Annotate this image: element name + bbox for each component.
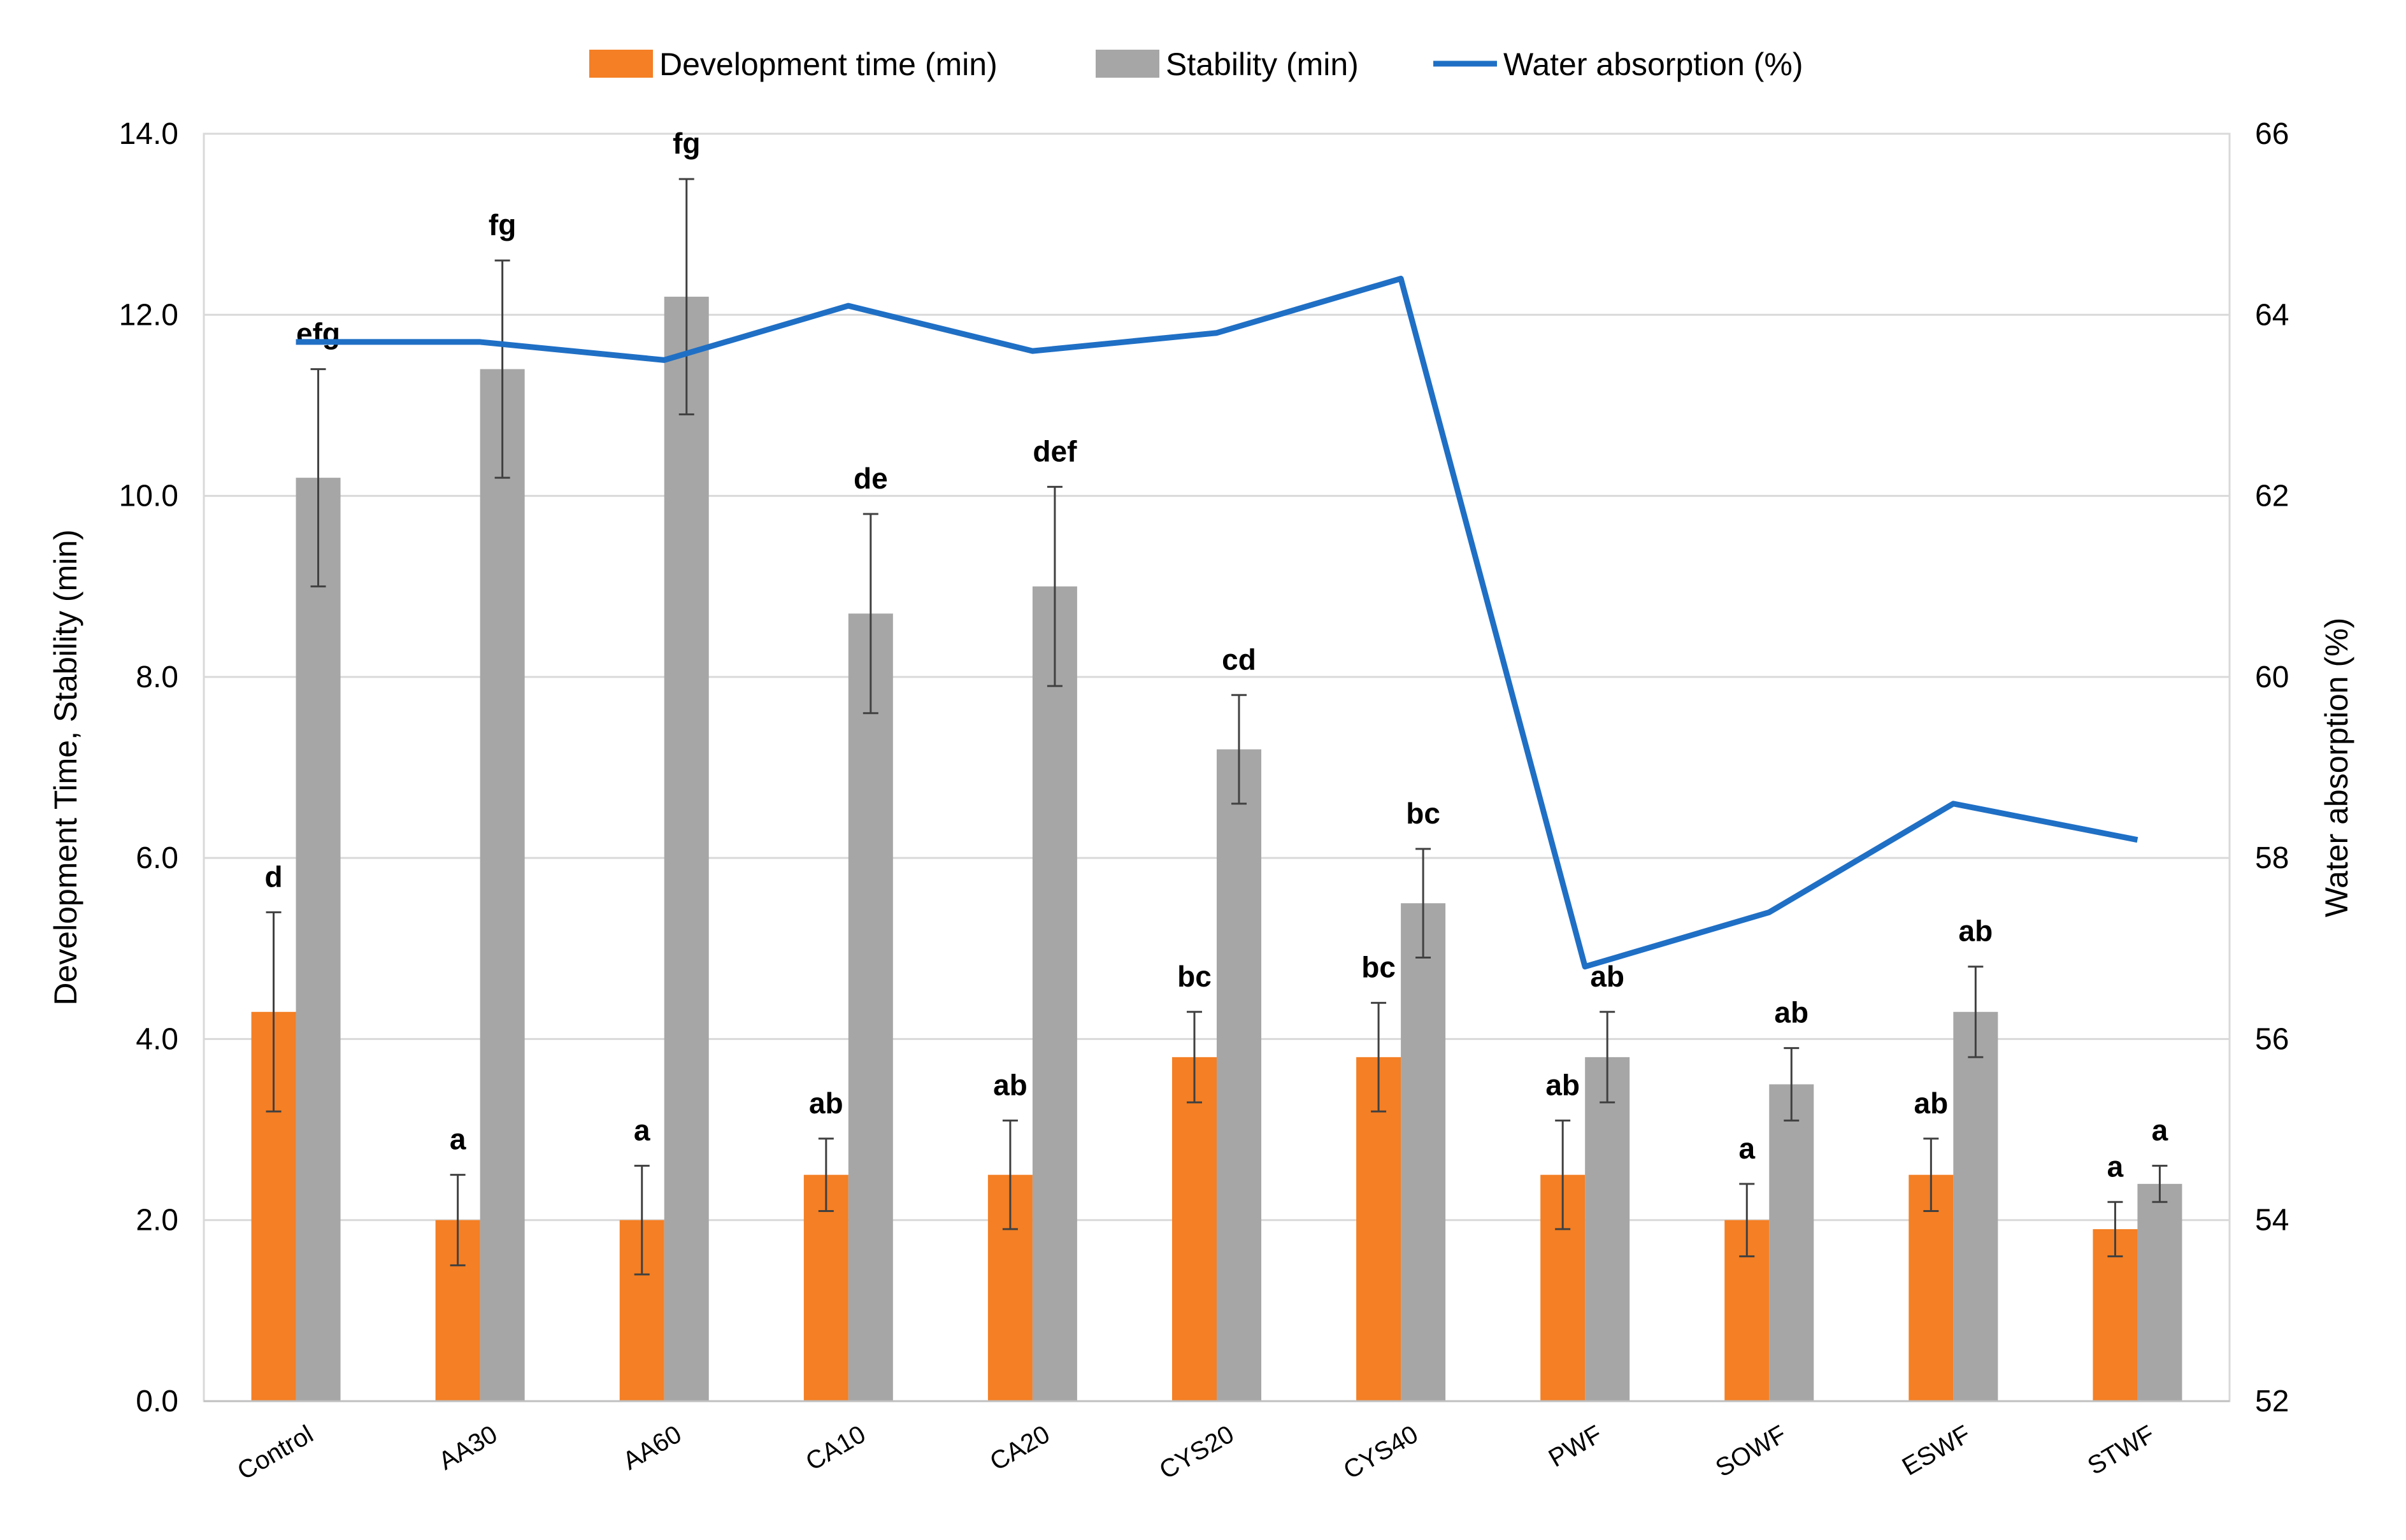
y-left-axis-title: Development Time, Stability (min) — [48, 529, 83, 1005]
y-right-tick-label: 54 — [2255, 1204, 2289, 1237]
stability-bar — [296, 478, 341, 1402]
y-left-tick-label: 4.0 — [136, 1022, 178, 1056]
development-time-bar — [1908, 1174, 1954, 1401]
y-left-tick-label: 2.0 — [136, 1204, 178, 1237]
significance-label: a — [2152, 1113, 2168, 1146]
y-right-tick-label: 60 — [2255, 660, 2289, 694]
y-left-tick-label: 12.0 — [119, 298, 178, 332]
significance-label: ab — [1914, 1087, 1949, 1120]
significance-label: efg — [296, 317, 340, 350]
y-right-tick-label: 66 — [2255, 117, 2289, 151]
legend-label: Water absorption (%) — [1503, 46, 1803, 82]
stability-bar — [1769, 1084, 1814, 1401]
significance-label: a — [634, 1113, 650, 1146]
significance-label: a — [450, 1123, 466, 1156]
stability-bar — [664, 296, 709, 1401]
significance-label: ab — [993, 1068, 1028, 1101]
y-right-tick-label: 58 — [2255, 841, 2289, 875]
stability-bar — [2137, 1183, 2182, 1401]
stability-bar — [1032, 586, 1077, 1401]
legend-swatch — [589, 50, 653, 78]
significance-label: de — [854, 462, 888, 495]
significance-label: ab — [1959, 915, 1993, 948]
significance-label: fg — [489, 208, 516, 241]
stability-bar — [848, 613, 893, 1401]
y-left-tick-label: 14.0 — [119, 117, 178, 151]
significance-label: d — [264, 860, 282, 893]
legend-label: Development time (min) — [659, 46, 998, 82]
significance-label: def — [1033, 434, 1077, 467]
y-left-tick-label: 0.0 — [136, 1385, 178, 1418]
development-time-bar — [2093, 1229, 2138, 1401]
significance-label: ab — [1545, 1068, 1580, 1101]
stability-bar — [1217, 749, 1261, 1401]
y-right-tick-label: 56 — [2255, 1022, 2289, 1056]
y-right-tick-label: 64 — [2255, 298, 2289, 332]
significance-label: a — [2107, 1150, 2124, 1183]
stability-bar — [1585, 1057, 1630, 1401]
y-right-tick-label: 62 — [2255, 480, 2289, 513]
significance-label: ab — [809, 1087, 843, 1120]
y-left-tick-label: 6.0 — [136, 841, 178, 875]
y-right-tick-label: 52 — [2255, 1385, 2289, 1418]
legend-label: Stability (min) — [1166, 46, 1359, 82]
legend-swatch — [1096, 50, 1159, 78]
significance-label: ab — [1774, 996, 1808, 1029]
significance-label: bc — [1177, 960, 1212, 993]
significance-label: a — [1738, 1132, 1755, 1165]
y-left-tick-label: 10.0 — [119, 480, 178, 513]
water-absorption-line — [296, 275, 2138, 970]
significance-label: cd — [1222, 643, 1256, 676]
development-time-bar — [1172, 1057, 1217, 1401]
stability-bar — [1953, 1011, 1998, 1401]
stability-bar — [1401, 903, 1446, 1401]
stability-bar — [480, 369, 525, 1401]
y-left-tick-label: 8.0 — [136, 660, 178, 694]
development-time-bar — [803, 1174, 849, 1401]
significance-label: bc — [1406, 797, 1440, 830]
y-right-axis-title: Water absorption (%) — [2319, 618, 2354, 918]
development-time-bar — [1356, 1057, 1401, 1401]
significance-label: bc — [1361, 951, 1396, 984]
significance-label: fg — [673, 127, 700, 160]
